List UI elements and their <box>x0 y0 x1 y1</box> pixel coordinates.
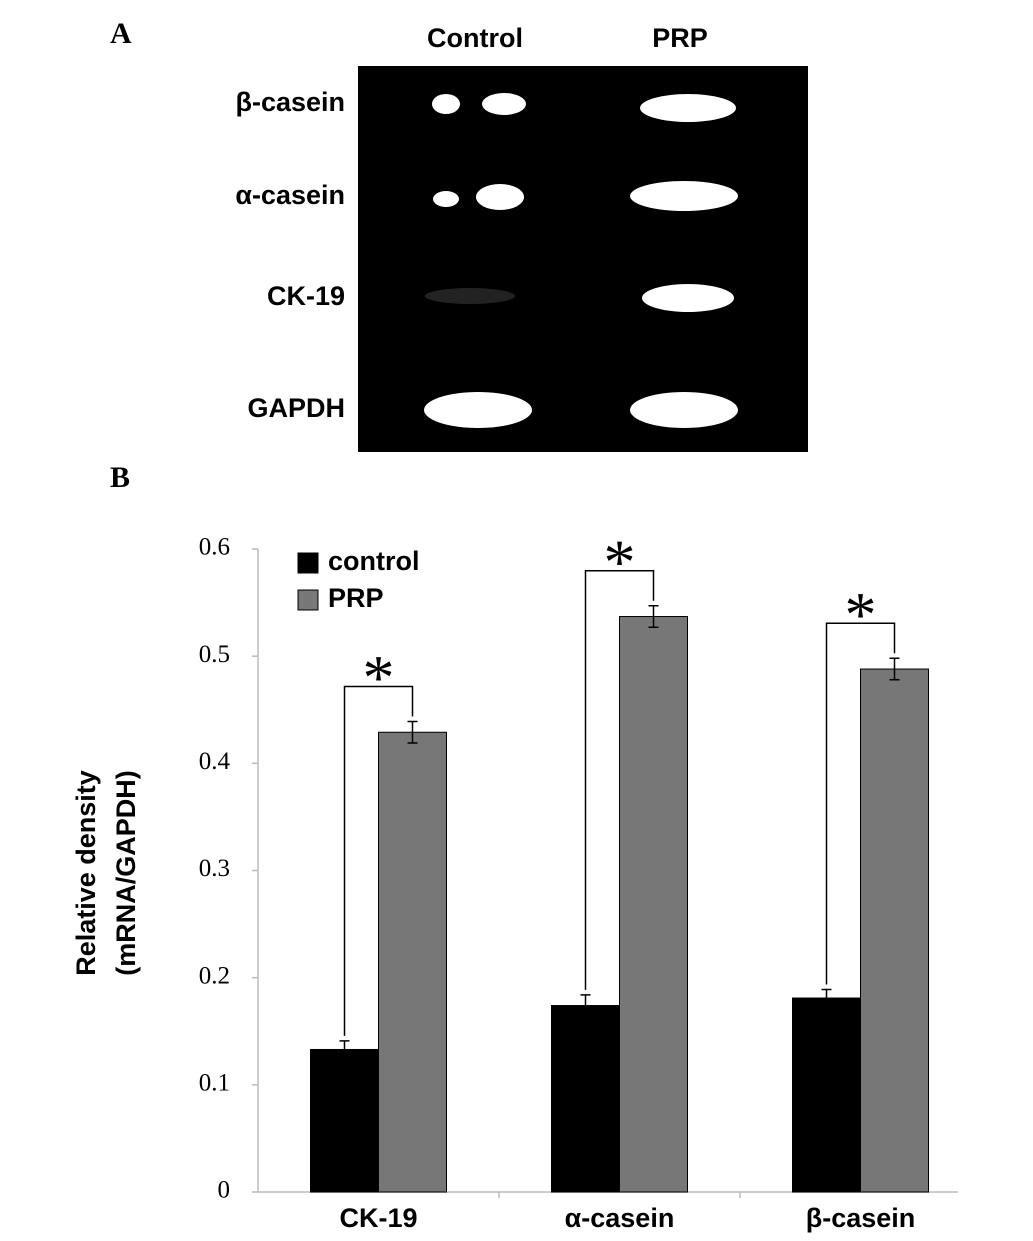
bar <box>378 731 447 1193</box>
bar <box>860 668 929 1193</box>
gel-row-label: GAPDH <box>247 393 345 423</box>
bar <box>310 1048 379 1193</box>
gel-row-label: β-casein <box>235 87 345 117</box>
error-bar <box>339 1040 350 1059</box>
y-tick-label: 0.2 <box>199 962 230 989</box>
error-bar <box>889 657 900 681</box>
significance-bracket <box>584 570 655 990</box>
error-bar <box>821 988 832 1008</box>
legend-swatch <box>297 589 319 611</box>
y-tick-label: 0.5 <box>199 641 230 668</box>
y-tick-label: 0.3 <box>199 855 230 882</box>
y-tick-label: 0.1 <box>199 1070 230 1097</box>
y-axis-title: Relative density (mRNA/GAPDH) <box>71 770 141 976</box>
y-tick-label: 0.6 <box>199 534 230 561</box>
panel-label: B <box>110 461 130 494</box>
legend-label: control <box>328 546 420 576</box>
x-tick-label: CK-19 <box>339 1203 417 1233</box>
x-tick-label: α-casein <box>565 1203 675 1233</box>
error-bar <box>580 994 591 1017</box>
significance-bracket <box>825 622 896 985</box>
bar <box>551 1005 620 1193</box>
y-label-line: (mRNA/GAPDH) <box>111 770 141 976</box>
significance-bracket <box>343 685 414 1036</box>
error-bar <box>648 605 659 628</box>
gel-row-label: α-casein <box>235 180 345 210</box>
significance-star: * <box>845 579 877 650</box>
y-label-line: Relative density <box>71 770 101 976</box>
x-tick-label: β-casein <box>806 1203 916 1233</box>
legend-label: PRP <box>328 583 384 613</box>
y-tick-label: 0 <box>218 1177 231 1204</box>
significance-star: * <box>604 526 636 597</box>
bar <box>792 997 861 1193</box>
y-tick-label: 0.4 <box>199 748 231 775</box>
legend-swatch <box>297 552 319 574</box>
panel-label: A <box>110 17 132 50</box>
gel-column-label: PRP <box>652 23 708 53</box>
bar <box>619 616 688 1193</box>
gel-bands <box>424 93 738 428</box>
significance-star: * <box>363 642 395 713</box>
gel-row-label: CK-19 <box>267 281 345 311</box>
gel <box>358 66 808 452</box>
error-bar <box>407 720 418 744</box>
gel-column-label: Control <box>427 23 523 53</box>
